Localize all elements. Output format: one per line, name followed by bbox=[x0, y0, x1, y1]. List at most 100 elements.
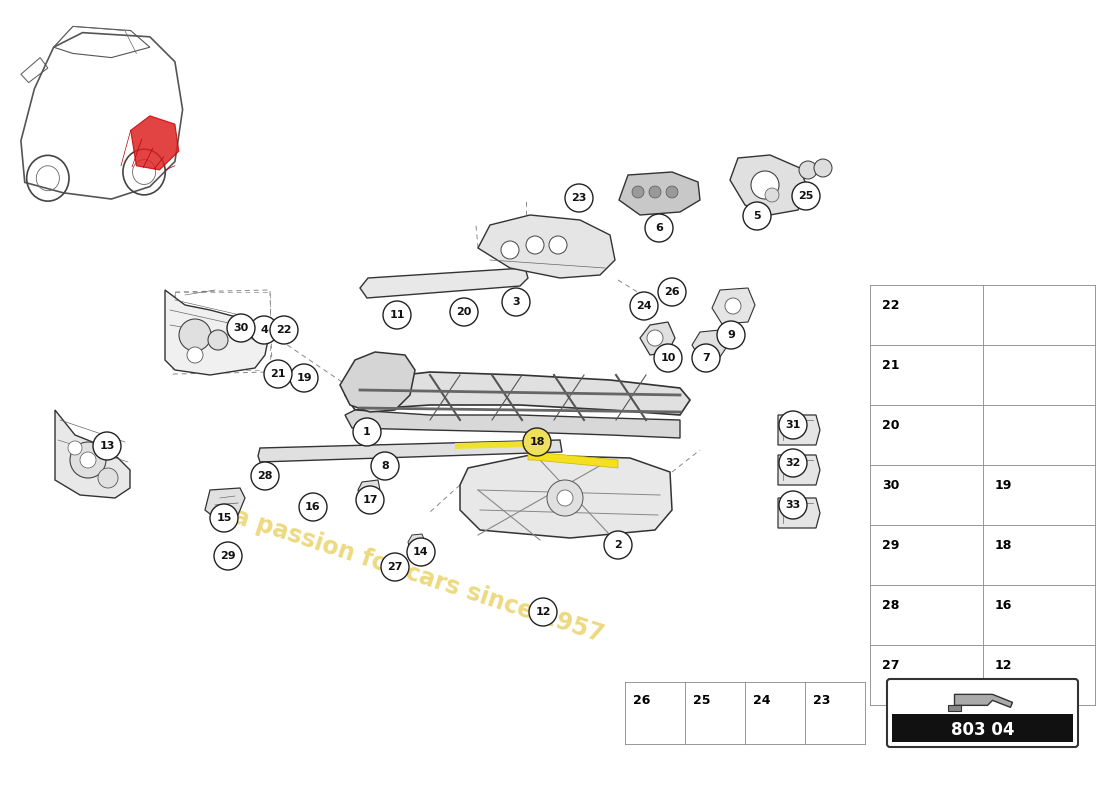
Polygon shape bbox=[955, 694, 1012, 707]
Text: 24: 24 bbox=[754, 694, 770, 707]
Circle shape bbox=[649, 186, 661, 198]
Text: 18: 18 bbox=[994, 539, 1012, 552]
Text: 22: 22 bbox=[882, 299, 900, 312]
Circle shape bbox=[214, 542, 242, 570]
Circle shape bbox=[565, 184, 593, 212]
Text: 6: 6 bbox=[656, 223, 663, 233]
Circle shape bbox=[557, 490, 573, 506]
Circle shape bbox=[751, 171, 779, 199]
Text: 31: 31 bbox=[785, 420, 801, 430]
Polygon shape bbox=[165, 290, 268, 375]
Circle shape bbox=[98, 468, 118, 488]
Polygon shape bbox=[692, 330, 728, 362]
Circle shape bbox=[779, 411, 807, 439]
Circle shape bbox=[522, 428, 551, 456]
Circle shape bbox=[94, 432, 121, 460]
Circle shape bbox=[645, 214, 673, 242]
Circle shape bbox=[549, 236, 566, 254]
Text: a passion for cars since 1957: a passion for cars since 1957 bbox=[230, 505, 606, 647]
Circle shape bbox=[725, 298, 741, 314]
Text: 17: 17 bbox=[362, 495, 377, 505]
Text: 12: 12 bbox=[536, 607, 551, 617]
Circle shape bbox=[70, 442, 106, 478]
Text: 4: 4 bbox=[260, 325, 268, 335]
Text: 22: 22 bbox=[276, 325, 292, 335]
Polygon shape bbox=[360, 268, 528, 298]
Circle shape bbox=[353, 418, 381, 446]
Text: 29: 29 bbox=[882, 539, 900, 552]
Circle shape bbox=[779, 449, 807, 477]
Text: 18: 18 bbox=[529, 437, 544, 447]
Text: 13: 13 bbox=[99, 441, 114, 451]
Text: 33: 33 bbox=[785, 500, 801, 510]
Circle shape bbox=[502, 288, 530, 316]
Polygon shape bbox=[345, 410, 680, 438]
Text: 28: 28 bbox=[882, 599, 900, 612]
Polygon shape bbox=[455, 441, 530, 449]
Polygon shape bbox=[408, 534, 425, 550]
Text: 16: 16 bbox=[305, 502, 321, 512]
Text: 1: 1 bbox=[363, 427, 371, 437]
Text: 32: 32 bbox=[785, 458, 801, 468]
Circle shape bbox=[779, 491, 807, 519]
Circle shape bbox=[356, 486, 384, 514]
Polygon shape bbox=[478, 215, 615, 278]
Circle shape bbox=[270, 316, 298, 344]
Polygon shape bbox=[947, 706, 960, 711]
Text: 27: 27 bbox=[882, 659, 900, 672]
Polygon shape bbox=[778, 498, 820, 528]
Polygon shape bbox=[460, 455, 672, 538]
Text: 19: 19 bbox=[994, 479, 1012, 492]
Circle shape bbox=[814, 159, 832, 177]
Text: 23: 23 bbox=[813, 694, 830, 707]
Text: 10: 10 bbox=[660, 353, 675, 363]
Circle shape bbox=[658, 278, 686, 306]
Circle shape bbox=[450, 298, 478, 326]
Circle shape bbox=[251, 462, 279, 490]
Text: 19: 19 bbox=[296, 373, 311, 383]
Polygon shape bbox=[340, 352, 415, 412]
Text: 26: 26 bbox=[664, 287, 680, 297]
Polygon shape bbox=[258, 440, 562, 462]
Text: 8: 8 bbox=[381, 461, 389, 471]
Polygon shape bbox=[345, 372, 690, 415]
Polygon shape bbox=[778, 455, 820, 485]
Circle shape bbox=[647, 330, 663, 346]
Text: 29: 29 bbox=[220, 551, 235, 561]
Polygon shape bbox=[205, 488, 245, 518]
Circle shape bbox=[68, 441, 82, 455]
Text: 7: 7 bbox=[702, 353, 710, 363]
Circle shape bbox=[381, 553, 409, 581]
Text: 2: 2 bbox=[614, 540, 622, 550]
Text: 3: 3 bbox=[513, 297, 520, 307]
Text: 21: 21 bbox=[271, 369, 286, 379]
Circle shape bbox=[80, 452, 96, 468]
Polygon shape bbox=[778, 415, 820, 445]
Circle shape bbox=[632, 186, 644, 198]
Circle shape bbox=[290, 364, 318, 392]
Circle shape bbox=[604, 531, 632, 559]
Text: 15: 15 bbox=[217, 513, 232, 523]
Text: 12: 12 bbox=[994, 659, 1012, 672]
Circle shape bbox=[799, 161, 817, 179]
Text: 20: 20 bbox=[882, 419, 900, 432]
Polygon shape bbox=[131, 116, 178, 170]
Circle shape bbox=[210, 504, 238, 532]
Polygon shape bbox=[730, 155, 808, 215]
Circle shape bbox=[187, 347, 204, 363]
Circle shape bbox=[692, 344, 720, 372]
Text: 25: 25 bbox=[693, 694, 711, 707]
Text: 11: 11 bbox=[389, 310, 405, 320]
FancyBboxPatch shape bbox=[887, 679, 1078, 747]
Circle shape bbox=[547, 480, 583, 516]
Polygon shape bbox=[712, 288, 755, 324]
Circle shape bbox=[227, 314, 255, 342]
Circle shape bbox=[208, 330, 228, 350]
Text: 30: 30 bbox=[233, 323, 249, 333]
Text: 21: 21 bbox=[882, 359, 900, 372]
Text: 20: 20 bbox=[456, 307, 472, 317]
Text: 25: 25 bbox=[799, 191, 814, 201]
Text: 27: 27 bbox=[387, 562, 403, 572]
Circle shape bbox=[500, 241, 519, 259]
Text: 803 04: 803 04 bbox=[950, 722, 1014, 739]
